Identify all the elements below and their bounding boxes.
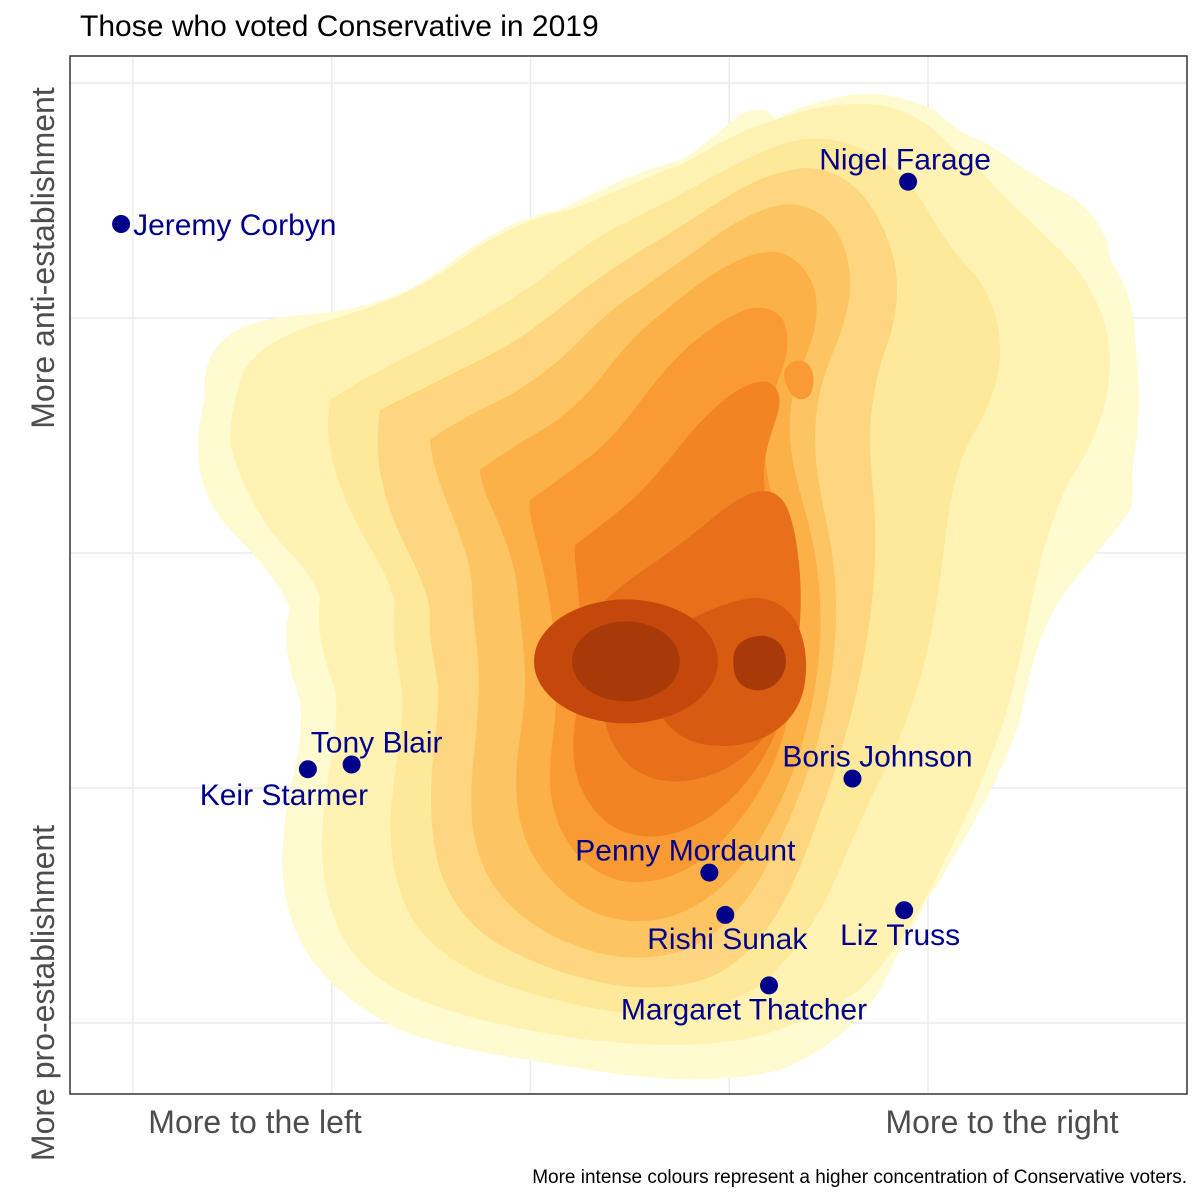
point-tony-blair (342, 755, 361, 774)
point-keir-starmer (298, 760, 317, 779)
x-tick-label-right: More to the right (886, 1104, 1119, 1140)
point-label-margaret-thatcher: Margaret Thatcher (621, 993, 867, 1026)
point-label-nigel-farage: Nigel Farage (819, 144, 991, 177)
point-jeremy-corbyn (112, 215, 131, 233)
point-liz-truss (895, 901, 914, 920)
point-penny-mordaunt (700, 863, 719, 882)
point-label-boris-johnson: Boris Johnson (782, 741, 972, 774)
point-label-penny-mordaunt: Penny Mordaunt (575, 835, 796, 868)
chart-title: Those who voted Conservative in 2019 (80, 10, 599, 43)
point-label-tony-blair: Tony Blair (311, 727, 443, 760)
point-label-rishi-sunak: Rishi Sunak (647, 923, 808, 956)
y-axis-label-bottom: More pro-establishment (25, 825, 61, 1161)
point-label-jeremy-corbyn: Jeremy Corbyn (133, 209, 336, 242)
y-axis-label-top: More anti-establishment (25, 87, 61, 429)
point-label-liz-truss: Liz Truss (840, 919, 960, 952)
point-label-keir-starmer: Keir Starmer (200, 779, 368, 812)
x-tick-label-left: More to the left (148, 1104, 362, 1140)
points: Jeremy Corbyn Nigel Farage Tony Blair Keir … (112, 144, 991, 1026)
panel-border (69, 55, 1188, 1095)
point-boris-johnson (843, 769, 862, 788)
point-margaret-thatcher (760, 976, 778, 995)
density-core-2 (571, 621, 680, 702)
density-contours (197, 93, 1139, 1080)
point-nigel-farage (899, 172, 918, 191)
chart-caption: More intense colours represent a higher … (532, 1167, 1187, 1188)
point-rishi-sunak (716, 905, 735, 924)
density-secondary-peak (784, 360, 814, 400)
density-peak (733, 635, 786, 691)
